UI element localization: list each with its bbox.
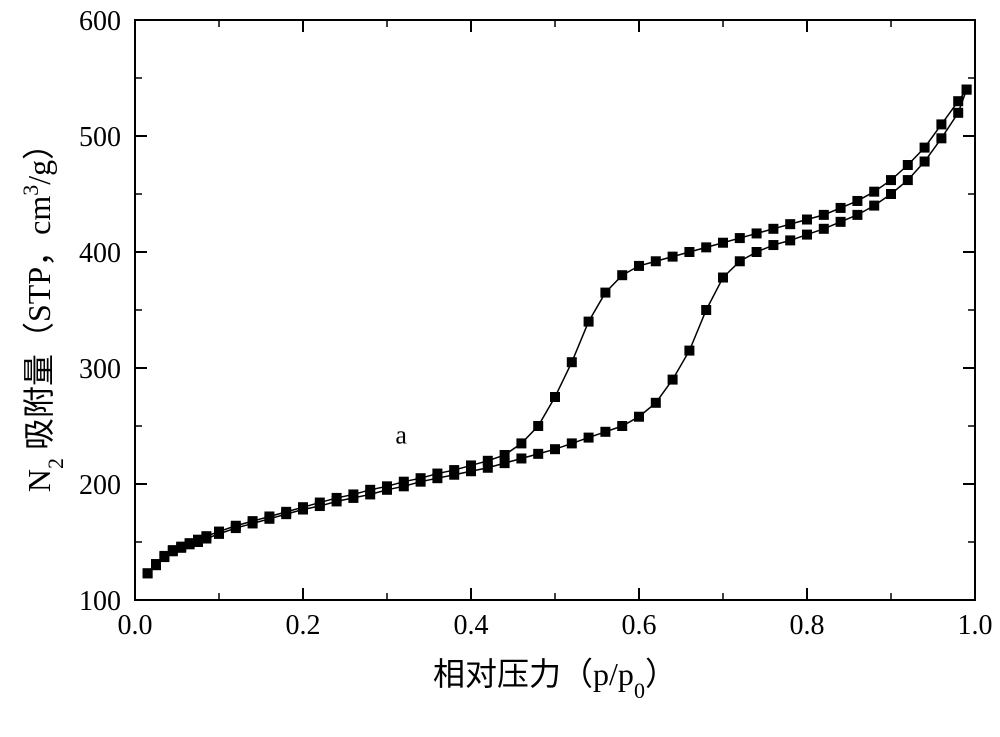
data-marker — [483, 456, 493, 466]
data-marker — [466, 460, 476, 470]
y-axis-label: N2 吸附量（STP，cm3/g） — [18, 128, 68, 492]
data-marker — [819, 210, 829, 220]
data-marker — [651, 256, 661, 266]
x-tick-label: 1.0 — [958, 610, 993, 641]
x-tick-label: 0.4 — [454, 610, 489, 641]
data-marker — [869, 187, 879, 197]
y-tick-label: 100 — [79, 586, 121, 617]
data-marker — [332, 493, 342, 503]
data-marker — [516, 438, 526, 448]
data-marker — [819, 224, 829, 234]
data-marker — [920, 143, 930, 153]
data-marker — [802, 230, 812, 240]
data-marker — [684, 346, 694, 356]
data-marker — [634, 412, 644, 422]
y-ticks: 100 200 300 400 500 600 — [79, 6, 975, 617]
data-marker — [600, 427, 610, 437]
chart-svg: 0.00.20.40.60.81.0 100200300400500600 a … — [0, 0, 1000, 737]
data-marker — [214, 527, 224, 537]
data-marker — [449, 465, 459, 475]
data-marker — [248, 516, 258, 526]
data-marker — [869, 201, 879, 211]
data-marker — [584, 317, 594, 327]
data-marker — [752, 228, 762, 238]
y-tick-label: 500 — [79, 122, 121, 153]
data-marker — [768, 224, 778, 234]
data-marker — [399, 477, 409, 487]
data-marker — [852, 210, 862, 220]
x-tick-label: 0.6 — [622, 610, 657, 641]
x-tick-label: 0.2 — [286, 610, 321, 641]
data-marker — [768, 240, 778, 250]
data-marker — [584, 433, 594, 443]
data-marker — [567, 438, 577, 448]
data-marker — [936, 119, 946, 129]
data-marker — [550, 444, 560, 454]
data-marker — [533, 449, 543, 459]
data-marker — [348, 489, 358, 499]
data-marker — [600, 288, 610, 298]
desorption-markers — [143, 85, 972, 579]
data-marker — [962, 85, 972, 95]
annotation-a: a — [395, 420, 407, 449]
data-marker — [416, 473, 426, 483]
data-marker — [264, 511, 274, 521]
data-marker — [634, 261, 644, 271]
y-tick-label: 300 — [79, 354, 121, 385]
data-marker — [668, 252, 678, 262]
plot-border — [135, 20, 975, 600]
data-marker — [432, 469, 442, 479]
data-marker — [852, 196, 862, 206]
y-tick-label: 400 — [79, 238, 121, 269]
data-marker — [533, 421, 543, 431]
data-marker — [651, 398, 661, 408]
data-marker — [281, 507, 291, 517]
data-marker — [701, 305, 711, 315]
x-tick-label: 0.8 — [790, 610, 825, 641]
x-ticks: 0.0 0.2 0.4 0.6 0.8 1.0 — [118, 20, 993, 641]
data-marker — [516, 453, 526, 463]
data-marker — [953, 96, 963, 106]
data-marker — [382, 481, 392, 491]
data-marker — [735, 233, 745, 243]
data-marker — [365, 485, 375, 495]
data-marker — [936, 133, 946, 143]
adsorption-markers — [143, 85, 972, 579]
data-marker — [953, 108, 963, 118]
y-tick-label: 600 — [79, 6, 121, 37]
adsorption-line — [148, 90, 967, 574]
data-marker — [617, 270, 627, 280]
data-marker — [752, 247, 762, 257]
y-tick-label: 200 — [79, 470, 121, 501]
data-marker — [802, 215, 812, 225]
x-axis-label: 相对压力（p/p0） — [433, 656, 677, 703]
data-marker — [836, 203, 846, 213]
x-tick-label: 0.0 — [118, 610, 153, 641]
data-marker — [886, 175, 896, 185]
isotherm-chart: 0.00.20.40.60.81.0 100200300400500600 a … — [0, 0, 1000, 737]
data-marker — [151, 559, 161, 569]
data-marker — [718, 273, 728, 283]
data-marker — [567, 357, 577, 367]
data-marker — [617, 421, 627, 431]
data-marker — [668, 375, 678, 385]
data-marker — [785, 235, 795, 245]
desorption-line — [148, 90, 967, 574]
data-marker — [903, 160, 913, 170]
data-marker — [836, 217, 846, 227]
data-marker — [735, 256, 745, 266]
data-marker — [684, 247, 694, 257]
data-marker — [143, 568, 153, 578]
data-marker — [550, 392, 560, 402]
data-marker — [298, 502, 308, 512]
data-marker — [886, 189, 896, 199]
data-marker — [718, 238, 728, 248]
data-marker — [701, 242, 711, 252]
data-marker — [500, 450, 510, 460]
data-marker — [315, 498, 325, 508]
data-marker — [920, 157, 930, 167]
data-marker — [785, 219, 795, 229]
data-marker — [231, 521, 241, 531]
data-marker — [903, 175, 913, 185]
